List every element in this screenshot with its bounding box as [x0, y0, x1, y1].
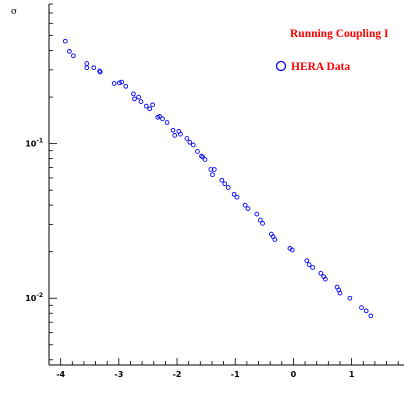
- data-point: [200, 154, 205, 160]
- data-point: [170, 127, 176, 133]
- data-point: [111, 81, 117, 86]
- data-point: [323, 276, 328, 282]
- data-point: [132, 96, 137, 102]
- chart-title: Running Coupling I: [290, 28, 389, 40]
- data-point: [62, 38, 68, 44]
- data-point: [254, 211, 260, 217]
- data-point: [359, 305, 364, 310]
- y-tick-group: 10-110-2: [25, 3, 57, 361]
- data-point: [131, 91, 136, 97]
- x-tick-label: 0: [291, 370, 297, 379]
- data-point: [306, 262, 312, 267]
- data-point: [368, 313, 374, 319]
- data-point: [225, 185, 231, 190]
- data-point: [84, 65, 90, 71]
- data-point: [318, 270, 324, 276]
- data-point: [363, 308, 369, 314]
- data-point: [190, 142, 196, 148]
- y-tick-label: 10-1: [25, 138, 43, 149]
- data-point: [147, 106, 153, 112]
- data-point: [172, 133, 178, 138]
- data-point: [97, 69, 103, 75]
- data-point: [257, 217, 263, 223]
- data-point: [195, 149, 200, 154]
- x-tick-label: -1: [231, 370, 240, 379]
- data-point: [138, 99, 144, 104]
- data-point-group: [62, 38, 374, 319]
- data-point: [84, 61, 90, 66]
- y-tick-base: 10: [25, 294, 37, 303]
- x-tick-group: -4 -3 -2 -1 0 1: [48, 358, 399, 379]
- data-point: [210, 172, 215, 178]
- data-point: [245, 206, 251, 211]
- x-tick-label: 1: [349, 370, 355, 379]
- data-point: [219, 177, 225, 183]
- data-point: [231, 191, 237, 197]
- data-point: [211, 167, 217, 172]
- data-point: [119, 79, 125, 85]
- data-point: [187, 139, 193, 145]
- data-point: [71, 53, 76, 59]
- data-point: [242, 202, 248, 208]
- data-point: [91, 65, 97, 71]
- x-tick-label: -3: [114, 370, 123, 379]
- data-point: [234, 194, 240, 200]
- legend-label: HERA Data: [291, 61, 350, 73]
- data-point: [123, 83, 129, 89]
- y-tick-exponent: -2: [36, 292, 43, 299]
- data-point: [117, 80, 122, 86]
- data-point: [304, 258, 310, 264]
- data-point: [347, 295, 353, 301]
- data-point: [310, 265, 315, 270]
- data-point: [260, 221, 265, 226]
- x-tick-label: -2: [173, 370, 182, 379]
- data-point: [184, 136, 190, 141]
- data-point: [160, 116, 165, 122]
- y-tick-label: 10-2: [25, 292, 43, 303]
- plot-frame: [48, 4, 404, 366]
- data-point: [222, 181, 228, 187]
- data-point: [150, 102, 155, 108]
- data-point: [337, 290, 343, 296]
- data-point: [202, 157, 208, 162]
- y-tick-exponent: -1: [36, 138, 43, 145]
- data-point: [157, 114, 162, 119]
- data-point: [136, 94, 141, 100]
- data-point: [67, 49, 72, 54]
- data-point: [178, 131, 183, 137]
- data-point: [164, 120, 170, 125]
- data-point: [143, 103, 149, 109]
- y-axis-label: σ: [11, 7, 17, 17]
- legend-marker-icon: [275, 60, 287, 72]
- legend: HERA Data: [275, 60, 350, 73]
- data-point: [289, 247, 295, 253]
- data-point: [199, 153, 204, 159]
- x-tick-label: -4: [56, 370, 65, 379]
- y-tick-base: 10: [25, 140, 37, 149]
- data-point: [272, 237, 278, 242]
